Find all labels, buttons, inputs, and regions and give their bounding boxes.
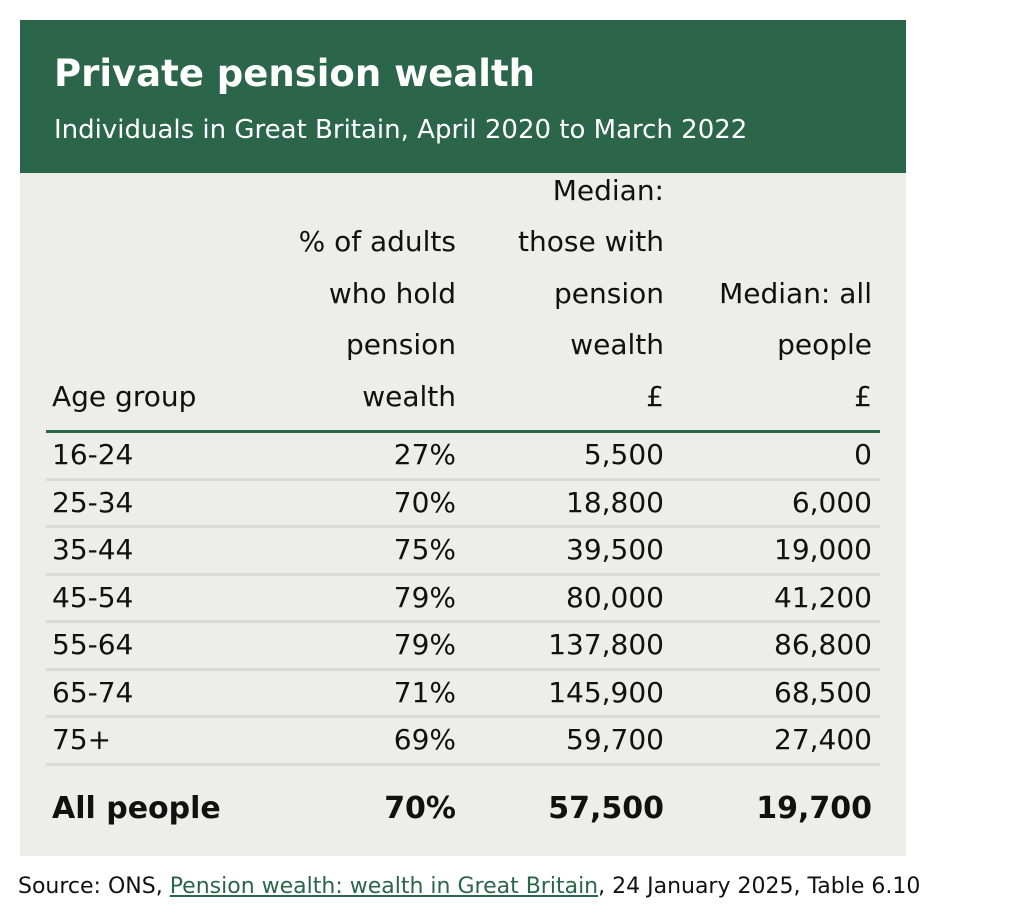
table-cell: 39,500 (566, 533, 664, 566)
table-cell: 27,400 (774, 723, 872, 756)
row-label: 55-64 (52, 628, 134, 661)
page-title: Private pension wealth (54, 52, 536, 95)
total-cell: 70% (384, 791, 456, 826)
column-header-1-line-1: Age group (52, 379, 197, 413)
title-banner: Private pension wealth Individuals in Gr… (20, 20, 906, 173)
table-cell: 59,700 (566, 723, 664, 756)
column-header-3-line-1: Median: (552, 173, 664, 207)
page-subtitle: Individuals in Great Britain, April 2020… (54, 115, 748, 145)
source-link[interactable]: Pension wealth: wealth in Great Britain (169, 874, 599, 899)
table-cell: 69% (393, 723, 456, 756)
table-cell: 18,800 (566, 485, 664, 519)
row-label: 65-74 (52, 675, 134, 709)
row-divider (46, 620, 880, 623)
table-cell: 71% (393, 675, 456, 709)
table-cell: 86,800 (774, 628, 872, 661)
row-divider (46, 525, 880, 528)
column-header-2-line-1: % of adults (298, 225, 456, 258)
column-header-3-line-5: £ (646, 379, 664, 413)
column-header-2-line-3: pension (346, 328, 456, 361)
row-divider (46, 715, 880, 718)
total-cell: 57,500 (548, 791, 664, 826)
row-divider (46, 667, 880, 671)
row-label: 25-34 (52, 485, 134, 519)
table-cell: 80,000 (566, 580, 664, 614)
row-label: 35-44 (52, 533, 134, 566)
row-divider (46, 762, 880, 766)
table-card: Private pension wealth Individuals in Gr… (20, 20, 906, 856)
row-label: 75+ (52, 723, 112, 756)
column-header-3-line-4: wealth (570, 328, 664, 361)
table-cell: 68,500 (774, 675, 872, 709)
column-header-3-line-2: those with (518, 225, 664, 258)
source-prefix: Source: ONS, (18, 874, 170, 899)
table-cell: 5,500 (583, 438, 664, 471)
column-header-4-line-1: Median: all (719, 276, 872, 310)
row-divider (46, 572, 880, 576)
column-header-2-line-4: wealth (362, 379, 456, 413)
row-label: 45-54 (52, 580, 134, 614)
table-cell: 19,000 (774, 533, 872, 566)
column-header-3-line-3: pension (554, 276, 664, 310)
table-cell: 27% (393, 438, 456, 471)
total-label: All people (52, 791, 221, 826)
total-cell: 19,700 (756, 791, 872, 826)
header-divider (46, 430, 880, 433)
table-cell: 6,000 (791, 485, 872, 519)
table-cell: 79% (393, 580, 456, 614)
table-cell: 70% (393, 485, 456, 519)
source-note: Source: ONS, Pension wealth: wealth in G… (18, 874, 920, 899)
table-cell: 79% (393, 628, 456, 661)
column-header-4-line-3: £ (854, 379, 872, 413)
table-cell: 137,800 (548, 628, 664, 661)
column-header-2-line-2: who hold (328, 276, 456, 310)
row-label: 16-24 (52, 438, 134, 471)
table-cell: 75% (393, 533, 456, 566)
table-cell: 0 (854, 438, 872, 471)
source-suffix: , 24 January 2025, Table 6.10 (598, 874, 921, 899)
column-header-4-line-2: people (777, 328, 872, 361)
row-divider (46, 477, 880, 481)
table-cell: 145,900 (548, 675, 664, 709)
table-cell: 41,200 (774, 580, 872, 614)
